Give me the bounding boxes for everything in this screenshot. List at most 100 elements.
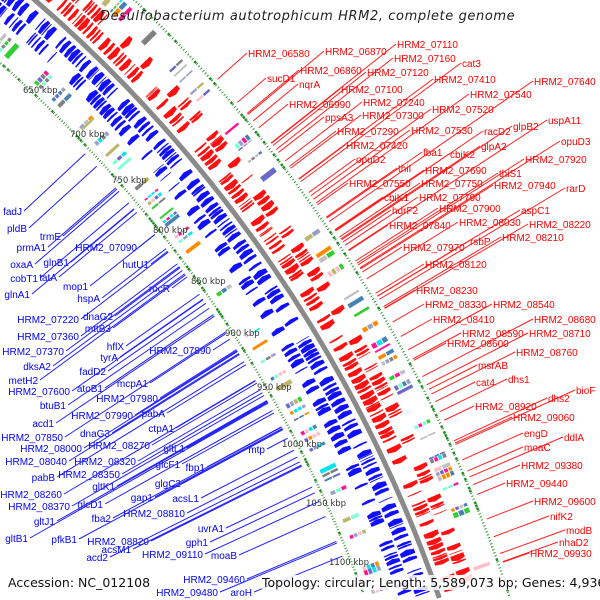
forward-cog-box [377,352,387,361]
inner-tick-mark [318,489,323,493]
forward-gene-arrow [430,500,444,509]
forward-gene-arrow [382,435,397,444]
reverse-cog-box [319,462,337,474]
reverse-cog-box [309,447,314,452]
reverse-cog-box [329,490,336,496]
label-leader-line [400,318,433,337]
reverse-gene-label: aroH [230,588,252,599]
reverse-gene-arrow [224,228,238,238]
forward-gene-arrow [384,402,400,413]
reverse-gene-arrow [313,365,328,376]
forward-gene-arrow [401,437,416,445]
forward-cog-box [388,356,394,362]
label-leader-line [80,251,169,320]
forward-gene-arrow [423,529,439,539]
inner-tick-mark [157,228,161,232]
reverse-gene-arrow [168,182,180,192]
reverse-gene-arrow [303,347,318,358]
reverse-cog-box [112,159,119,165]
inner-tick-mark [202,288,206,293]
forward-cog-box [196,81,205,90]
reverse-gene-arrow [71,52,84,65]
inner-tick-mark [87,147,90,150]
label-leader-line [166,364,247,414]
reverse-cog-box [159,207,174,220]
reverse-cog-box [103,131,110,137]
forward-gene-label: HRM2_07940 [494,181,556,192]
reverse-gene-arrow [154,165,168,178]
forward-gene-arrow [356,347,370,357]
inner-tick-mark [151,221,156,225]
inner-tick-mark [42,101,45,104]
outer-tick-mark [173,39,178,44]
reverse-gene-arrow [326,424,342,435]
forward-gene-arrow [56,0,68,11]
inner-tick-mark [102,164,106,167]
reverse-gene-arrow [384,554,399,562]
inner-tick-mark [118,181,121,184]
forward-gene-arrow [171,115,185,127]
reverse-gene-label: rocR [149,284,170,295]
forward-gene-arrow [411,500,426,508]
reverse-cog-box [151,202,159,210]
reverse-gene-arrow [210,208,224,220]
inner-tick-mark [48,107,51,111]
forward-cog-box [381,336,389,344]
reverse-cog-box [80,117,95,131]
forward-gene-arrow [365,365,379,373]
reverse-gene-label: dksA2 [23,362,51,373]
reverse-cog-box [313,445,318,450]
reverse-gene-arrow [301,378,316,389]
forward-cog-box [189,87,198,96]
forward-gene-arrow [97,14,108,25]
inner-tick-mark [242,349,246,353]
reverse-gene-label: HRM2_08370 [8,502,70,513]
reverse-gene-arrow [127,110,141,122]
forward-gene-arrow [413,462,428,472]
forward-gene-label: hdrF2 [392,206,419,217]
forward-gene-arrow [407,490,422,498]
reverse-gene-label: glnA1 [4,290,30,301]
forward-gene-label: rsbP [470,237,491,248]
label-leader-line [455,389,576,445]
reverse-gene-arrow [217,245,231,257]
reverse-gene-arrow [238,275,252,286]
reverse-gene-arrow [192,186,206,197]
forward-gene-label: HRM2_07300 [362,111,424,122]
reverse-cog-box [374,561,380,567]
reverse-gene-arrow [95,100,108,112]
outer-tick-mark [186,53,190,56]
forward-gene-arrow [299,286,315,298]
forward-gene-arrow [416,469,431,478]
reverse-cog-box [185,240,202,254]
forward-cog-box [326,249,336,259]
forward-cog-box [254,153,259,158]
reverse-gene-arrow [89,93,102,106]
forward-gene-label: HRM2_07110 [397,40,458,51]
label-leader-line [237,77,267,103]
forward-cog-box [237,139,244,147]
inner-tick-mark [144,212,148,216]
reverse-gene-label: HRM2_07360 [17,332,79,343]
outer-tick-mark [219,88,222,92]
reverse-gene-arrow [158,145,172,157]
forward-gene-arrow [284,262,300,275]
inner-tick-mark [21,81,24,85]
inner-tick-mark [96,157,100,161]
reverse-gene-label: acsM1 [102,545,132,556]
forward-cog-box [109,8,114,13]
forward-cog-box [367,323,374,330]
inner-tick-mark [153,223,157,228]
forward-cog-box [449,470,455,477]
reverse-gene-arrow [121,103,135,117]
outer-tick-mark [144,9,147,13]
outer-tick-mark [408,362,412,366]
forward-cog-box [417,422,423,428]
inner-tick-mark [14,75,18,79]
reverse-cog-box [301,404,307,409]
reverse-gene-arrow [106,111,118,123]
inner-tick-mark [33,93,38,98]
reverse-gene-arrow [269,293,285,305]
reverse-cog-box [293,417,299,422]
